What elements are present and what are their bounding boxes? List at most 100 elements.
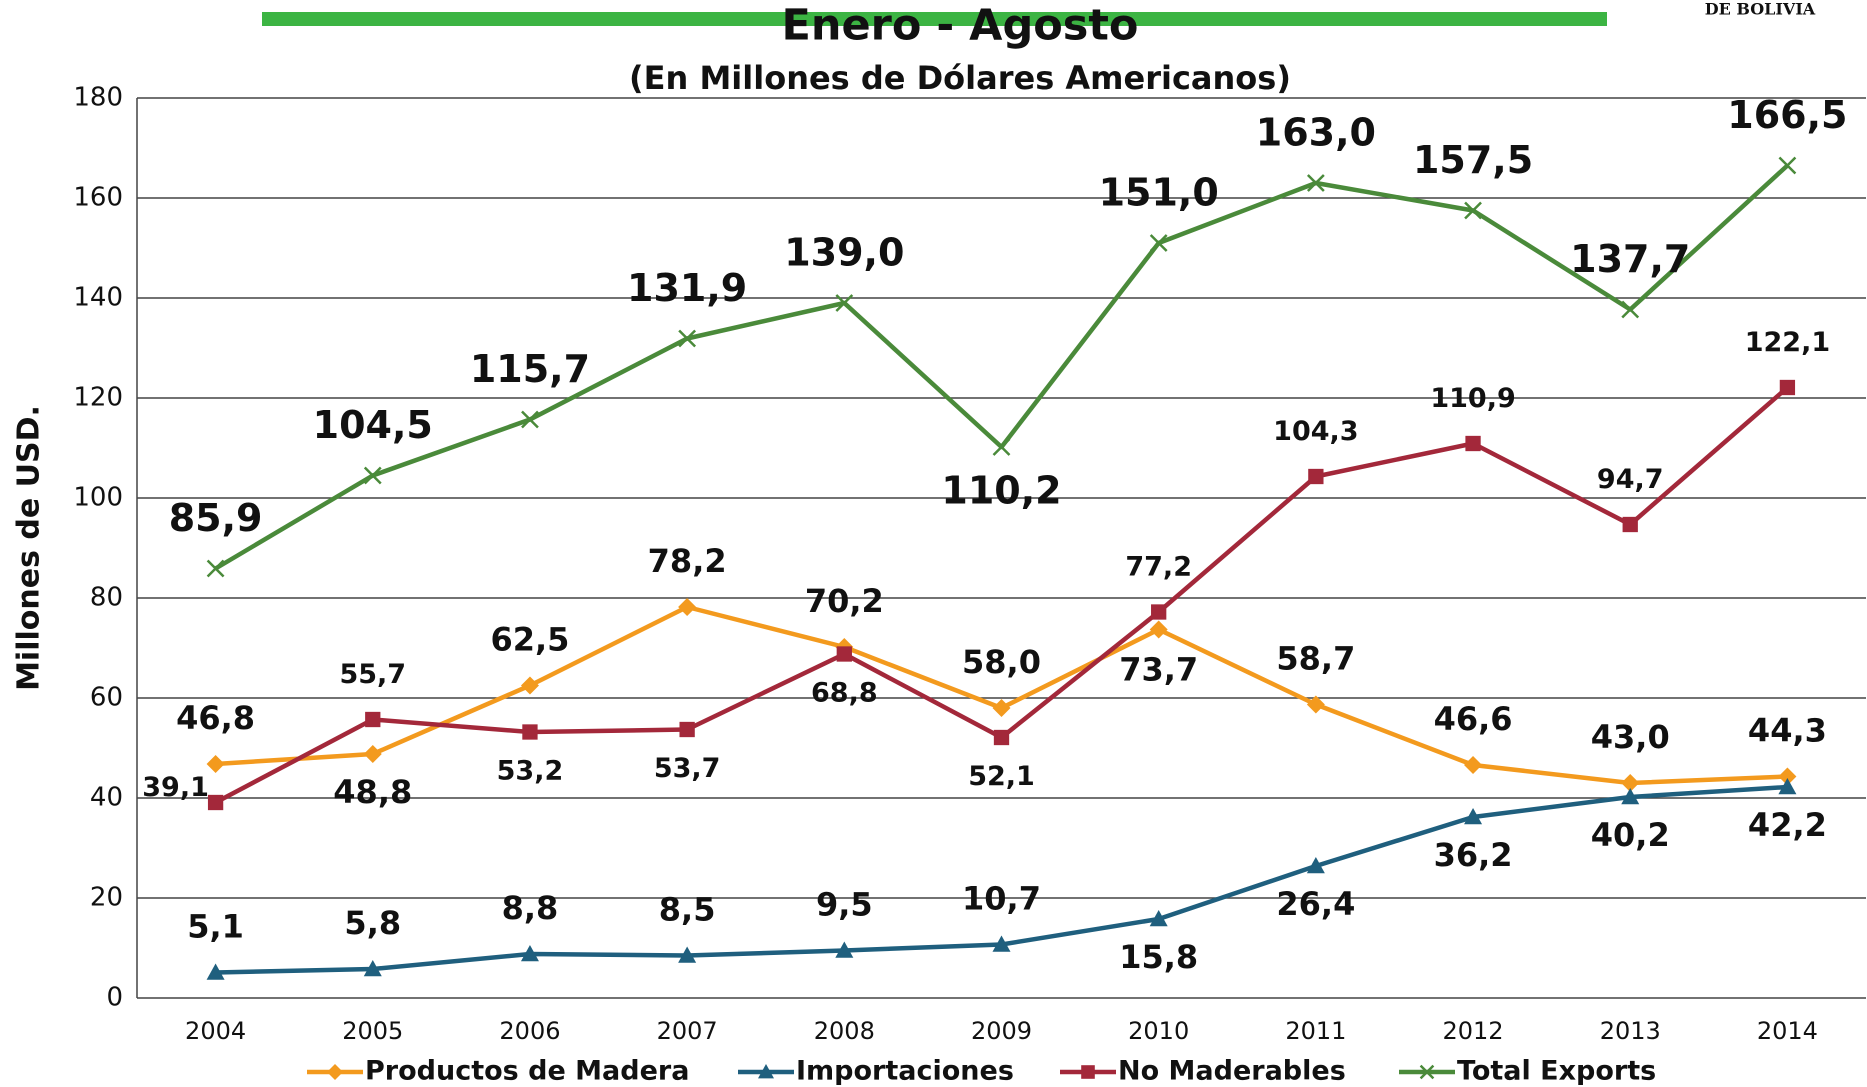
data-label: 52,1 <box>968 761 1035 792</box>
series-line <box>215 604 1788 786</box>
marker <box>679 721 695 738</box>
marker <box>1778 778 1797 795</box>
marker <box>1778 156 1797 175</box>
y-axis-label: Millones de USD. <box>12 405 47 691</box>
data-label: 26,4 <box>1276 885 1355 923</box>
data-label: 166,5 <box>1727 93 1847 137</box>
x-tick-label: 2008 <box>814 1017 875 1045</box>
marker <box>1465 435 1481 452</box>
data-label: 46,6 <box>1434 700 1513 738</box>
data-label: 36,2 <box>1434 836 1513 874</box>
data-label: 104,3 <box>1273 416 1358 447</box>
marker <box>1149 234 1168 252</box>
data-label: 78,2 <box>648 542 727 580</box>
marker <box>1621 774 1640 792</box>
x-tick-label: 2011 <box>1285 1017 1346 1045</box>
marker <box>522 724 538 740</box>
marker <box>1149 620 1168 639</box>
x-tick-label: 2014 <box>1757 1017 1818 1045</box>
marker <box>758 1064 774 1079</box>
y-tick-label: 120 <box>73 383 123 413</box>
marker <box>206 559 225 578</box>
marker <box>1419 1064 1435 1080</box>
data-label: 39,1 <box>142 772 209 803</box>
y-tick-label: 20 <box>90 883 123 913</box>
marker <box>327 1064 343 1080</box>
data-label: 68,8 <box>811 678 878 709</box>
marker <box>1621 788 1640 805</box>
marker <box>1151 604 1167 620</box>
marker <box>520 945 539 962</box>
y-tick-label: 0 <box>106 983 123 1013</box>
data-label: 62,5 <box>490 621 569 659</box>
x-tick-label: 2012 <box>1443 1017 1504 1045</box>
marker <box>521 410 539 429</box>
marker <box>363 745 382 763</box>
data-label: 58,0 <box>962 643 1041 681</box>
data-label: 44,3 <box>1748 712 1827 750</box>
data-label: 55,7 <box>339 659 406 690</box>
data-label: 137,7 <box>1570 237 1690 281</box>
x-tick-label: 2004 <box>185 1017 246 1045</box>
brand: DE BOLIVIA <box>1705 0 1816 19</box>
marker <box>835 294 854 312</box>
marker <box>207 794 224 811</box>
marker <box>992 935 1011 952</box>
y-tick-label: 80 <box>90 583 123 613</box>
marker <box>1464 756 1483 774</box>
data-label: 15,8 <box>1119 938 1198 976</box>
marker <box>992 699 1011 717</box>
marker <box>1464 808 1483 825</box>
data-label: 94,7 <box>1597 464 1664 495</box>
data-label: 10,7 <box>962 880 1041 918</box>
marker <box>365 711 381 728</box>
data-label: 115,7 <box>470 347 590 391</box>
x-tick-label: 2009 <box>971 1017 1032 1045</box>
data-label: 70,2 <box>805 582 884 620</box>
data-label: 151,0 <box>1099 171 1219 215</box>
data-label: 122,1 <box>1745 327 1830 358</box>
marker <box>1081 1065 1095 1079</box>
marker <box>520 676 539 695</box>
data-label: 77,2 <box>1125 552 1192 583</box>
data-label: 110,2 <box>941 469 1061 513</box>
data-label: 8,5 <box>659 891 716 929</box>
chart-subtitle: (En Millones de Dólares Americanos) <box>629 59 1291 97</box>
data-label: 8,8 <box>502 889 559 927</box>
marker <box>1306 857 1325 874</box>
marker <box>993 729 1010 746</box>
data-label: 157,5 <box>1413 138 1533 182</box>
x-tick-label: 2010 <box>1128 1017 1189 1045</box>
data-label: 5,8 <box>344 904 401 942</box>
marker <box>1149 910 1168 927</box>
data-label: 85,9 <box>169 496 263 540</box>
y-tick-label: 40 <box>90 783 123 813</box>
marker <box>363 960 382 977</box>
data-label: 131,9 <box>627 266 747 310</box>
y-tick-label: 60 <box>90 683 123 713</box>
legend-label: Importaciones <box>796 1056 1014 1087</box>
data-label: 5,1 <box>187 908 244 946</box>
marker <box>206 963 225 980</box>
data-label: 139,0 <box>784 231 904 275</box>
x-tick-label: 2013 <box>1600 1017 1661 1045</box>
marker <box>836 646 852 662</box>
x-tick-label: 2006 <box>499 1017 560 1045</box>
data-label: 48,8 <box>333 773 412 811</box>
y-tick-label: 160 <box>73 183 123 213</box>
marker <box>1306 695 1325 714</box>
data-label: 104,5 <box>313 403 433 447</box>
marker <box>1622 516 1638 533</box>
data-label: 163,0 <box>1256 111 1376 155</box>
data-label: 40,2 <box>1591 816 1670 854</box>
data-label: 9,5 <box>816 886 873 924</box>
legend-label: Productos de Madera <box>365 1056 689 1087</box>
marker <box>678 946 697 963</box>
y-tick-label: 100 <box>73 483 123 513</box>
marker <box>678 598 697 616</box>
marker <box>1464 201 1482 220</box>
marker <box>678 329 697 348</box>
data-label: 46,8 <box>176 699 255 737</box>
x-tick-label: 2005 <box>342 1017 403 1045</box>
